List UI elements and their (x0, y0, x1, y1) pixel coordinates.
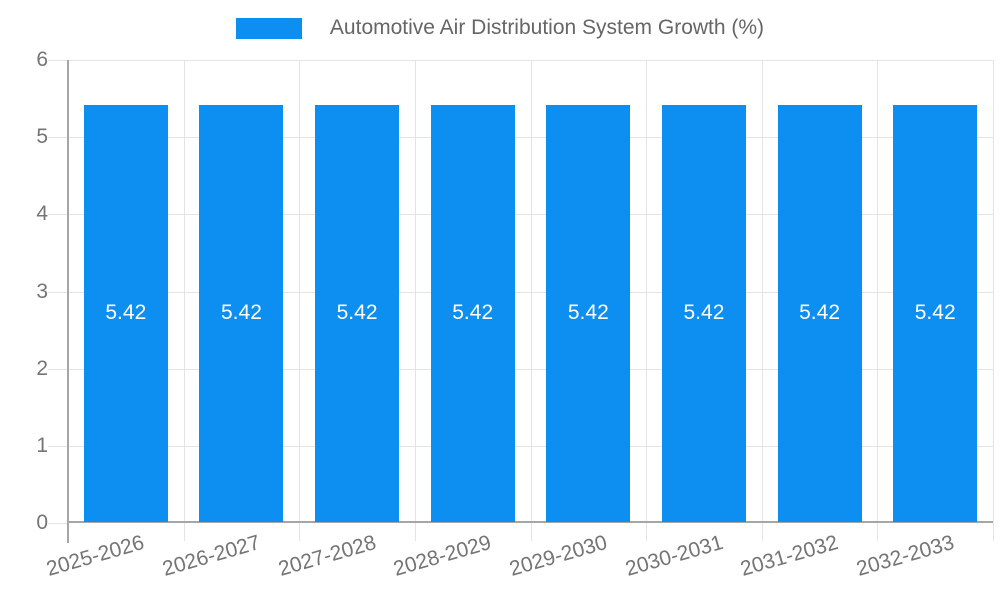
bar-2026-2027[interactable]: 5.42 (199, 104, 284, 522)
chart-legend[interactable]: Automotive Air Distribution System Growt… (0, 16, 1000, 40)
x-category-label: 2031-2032 (738, 531, 841, 581)
x-category-label: 2028-2029 (391, 531, 495, 581)
x-category-label: 2026-2027 (159, 531, 263, 581)
gridline-x-5 (646, 60, 648, 523)
gridline-x-3 (414, 60, 416, 523)
gridline-x-4 (530, 60, 532, 523)
y-tick-label: 5 (36, 125, 48, 149)
bar-2025-2026[interactable]: 5.42 (83, 104, 168, 522)
bar-2030-2031[interactable]: 5.42 (661, 104, 746, 522)
gridline-x-1 (183, 60, 185, 523)
x-tick-6 (761, 523, 763, 541)
bar-2027-2028[interactable]: 5.42 (315, 104, 400, 522)
bar-2029-2030[interactable]: 5.42 (546, 104, 631, 522)
y-tick-2 (48, 368, 68, 370)
x-category-label: 2032-2033 (853, 531, 957, 581)
bar-value-label: 5.42 (914, 301, 956, 325)
bar-value-label: 5.42 (683, 301, 725, 325)
plot-area: 0 1 2 3 4 5 6 5.42 2025-2026 5.42 2026-2027 5.42 202… (36, 48, 994, 581)
y-tick-label: 2 (36, 356, 48, 380)
bar-2028-2029[interactable]: 5.42 (430, 104, 515, 522)
x-tick-2 (299, 523, 301, 541)
x-axis-line (68, 521, 993, 523)
y-tick-4 (48, 214, 68, 216)
y-tick-label: 0 (36, 511, 48, 534)
bar-value-label: 5.42 (336, 301, 378, 325)
bar-value-label: 5.42 (567, 301, 609, 325)
bar-2032-2033[interactable]: 5.42 (893, 104, 978, 522)
y-tick-6 (48, 60, 68, 61)
legend-title: Automotive Air Distribution System Growt… (329, 16, 765, 39)
gridline-x-8 (993, 60, 994, 523)
y-tick-label: 4 (36, 202, 48, 226)
x-tick-4 (530, 523, 532, 541)
x-category-label: 2027-2028 (275, 531, 379, 581)
x-category-label: 2025-2026 (44, 531, 148, 581)
x-tick-5 (646, 523, 648, 541)
legend-swatch (235, 17, 302, 39)
x-category-label: 2029-2030 (506, 531, 610, 581)
y-tick-label: 3 (36, 279, 48, 303)
x-tick-1 (183, 523, 185, 541)
x-tick-3 (414, 523, 416, 541)
bar-2031-2032[interactable]: 5.42 (777, 104, 862, 522)
y-tick-1 (48, 445, 68, 447)
x-category-label: 2030-2031 (622, 531, 726, 581)
y-tick-5 (48, 137, 68, 139)
y-axis-line (67, 60, 69, 543)
y-tick-3 (48, 291, 68, 293)
gridline-x-6 (761, 60, 763, 523)
gridline-x-7 (877, 60, 879, 523)
y-tick-0 (48, 523, 68, 524)
x-tick-8 (993, 523, 994, 541)
y-tick-label: 1 (36, 433, 48, 457)
bar-value-label: 5.42 (452, 301, 494, 325)
x-tick-7 (877, 523, 879, 541)
gridline-x-2 (299, 60, 301, 523)
y-tick-label: 6 (36, 48, 48, 71)
bar-value-label: 5.42 (221, 301, 262, 325)
bar-value-label: 5.42 (105, 301, 147, 325)
bar-value-label: 5.42 (799, 301, 840, 325)
